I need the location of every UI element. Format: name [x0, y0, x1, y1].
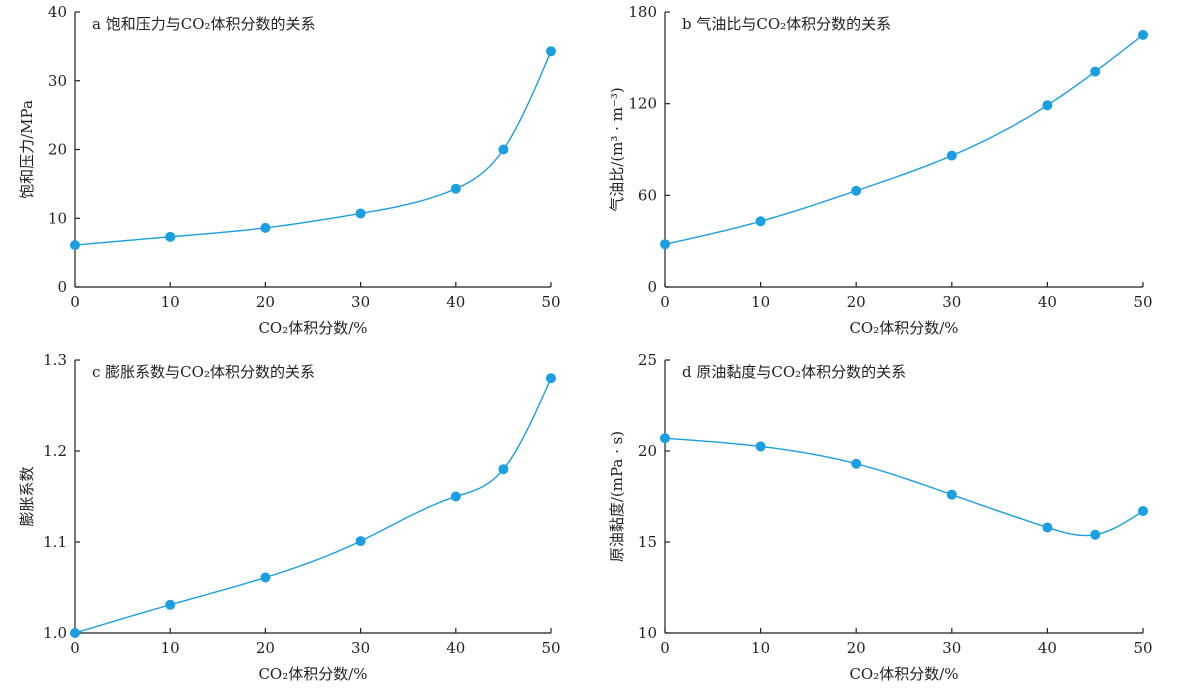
data-point: [851, 185, 862, 196]
x-tick-label: 20: [256, 293, 275, 311]
y-tick-label: 1.3: [43, 351, 67, 369]
data-point: [946, 150, 957, 161]
x-tick-label: 40: [1038, 293, 1057, 311]
x-axis-title: CO₂体积分数/%: [849, 319, 958, 337]
x-axis-title: CO₂体积分数/%: [258, 319, 367, 337]
series-line: [74, 377, 552, 634]
data-point: [546, 373, 556, 384]
x-tick-label: 10: [751, 293, 770, 311]
data-point: [755, 216, 766, 227]
y-axis-title: 膨胀系数: [18, 466, 36, 526]
x-tick-label: 10: [751, 639, 770, 657]
y-tick-label: 20: [638, 442, 657, 460]
x-tick-label: 0: [70, 293, 80, 311]
y-tick-label: 20: [48, 141, 67, 159]
y-tick-label: 15: [638, 533, 657, 551]
axes: [74, 359, 552, 634]
x-tick-label: 50: [541, 293, 560, 311]
x-tick-label: 0: [660, 639, 670, 657]
x-axis-title: CO₂体积分数/%: [258, 665, 367, 683]
x-tick-label: 40: [446, 293, 465, 311]
data-point: [165, 599, 176, 610]
chart-title: a 饱和压力与CO₂体积分数的关系: [92, 15, 316, 33]
x-tick-label: 20: [847, 293, 866, 311]
data-point: [70, 240, 80, 251]
y-tick-label: 0: [57, 278, 67, 296]
axes: [664, 11, 1144, 288]
series-line: [664, 437, 1144, 537]
y-tick-label: 120: [628, 95, 657, 113]
y-axis-title: 气油比/(m³ · m⁻³): [608, 87, 626, 211]
x-tick-label: 20: [847, 639, 866, 657]
data-point: [450, 491, 461, 502]
x-tick-label: 0: [70, 639, 80, 657]
data-point: [498, 464, 509, 475]
x-tick-label: 0: [660, 293, 670, 311]
data-point: [1138, 29, 1148, 40]
data-point: [260, 572, 271, 583]
panel-c: 0 10 20 30 40 50 1.0 1.1 1.2 1.3 c 膨胀系数与CO₂体积分数的关系…: [18, 351, 561, 683]
y-tick-label: 60: [638, 186, 657, 204]
data-point: [1090, 529, 1101, 540]
y-tick-label: 25: [638, 351, 657, 369]
x-axis-title: CO₂体积分数/%: [849, 665, 958, 683]
data-point: [546, 46, 556, 57]
x-tick-label: 20: [256, 639, 275, 657]
x-tick-label: 30: [351, 293, 370, 311]
y-tick-label: 10: [48, 209, 67, 227]
data-point: [1090, 66, 1101, 77]
series-line: [74, 50, 552, 246]
data-point: [660, 239, 670, 250]
y-tick-label: 1.1: [43, 533, 67, 551]
axes: [74, 11, 552, 288]
y-tick-label: 0: [647, 278, 657, 296]
data-point: [355, 536, 366, 547]
y-tick-label: 180: [628, 3, 657, 21]
y-tick-label: 1.2: [43, 442, 67, 460]
data-point: [755, 441, 766, 452]
chart-title: d 原油黏度与CO₂体积分数的关系: [682, 363, 906, 381]
panel-a: 0 10 20 30 40 50 0 10 20 30 40 a 饱和压力与CO₂体积分数的关系 CO₂…: [18, 3, 561, 337]
y-axis-title: 原油黏度/(mPa · s): [608, 431, 626, 562]
data-point: [1138, 506, 1148, 517]
x-tick-label: 10: [161, 293, 180, 311]
data-point: [851, 458, 862, 469]
x-tick-label: 30: [942, 293, 961, 311]
data-point: [660, 433, 670, 444]
data-point: [946, 489, 957, 500]
x-tick-label: 50: [541, 639, 560, 657]
x-tick-label: 50: [1133, 293, 1152, 311]
series-line: [664, 34, 1144, 245]
y-tick-label: 40: [48, 3, 67, 21]
x-tick-label: 30: [942, 639, 961, 657]
y-tick-label: 30: [48, 72, 67, 90]
chart-title: b 气油比与CO₂体积分数的关系: [682, 15, 891, 33]
chart-title: c 膨胀系数与CO₂体积分数的关系: [92, 363, 315, 381]
axes: [664, 359, 1144, 634]
x-tick-label: 50: [1133, 639, 1152, 657]
data-point: [70, 628, 80, 638]
data-point: [260, 222, 271, 233]
y-axis-title: 饱和压力/MPa: [18, 100, 36, 199]
data-point: [1042, 522, 1053, 533]
y-tick-label: 10: [638, 624, 657, 642]
x-tick-label: 30: [351, 639, 370, 657]
data-point: [450, 183, 461, 194]
data-point: [1042, 100, 1053, 111]
x-tick-label: 40: [1038, 639, 1057, 657]
data-point: [498, 144, 509, 155]
y-tick-label: 1.0: [43, 624, 67, 642]
x-tick-label: 10: [161, 639, 180, 657]
x-tick-label: 40: [446, 639, 465, 657]
panel-b: 0 10 20 30 40 50 0 60 120 180 b 气油比与CO₂体积分数的关系 CO₂体…: [608, 3, 1153, 337]
data-point: [165, 231, 176, 242]
data-point: [355, 208, 366, 219]
